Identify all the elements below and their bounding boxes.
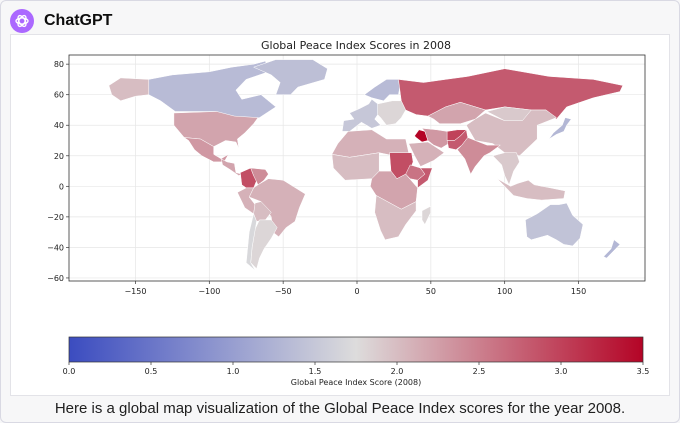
assistant-message-text: Here is a global map visualization of th… xyxy=(54,400,626,417)
region-central-america: Central America: 2.2 xyxy=(220,158,243,176)
message-header: ChatGPT xyxy=(10,8,112,34)
region-central-africa: Central Africa: 2.2 xyxy=(370,170,418,210)
region-chile: Chile: 1.7 xyxy=(245,212,257,271)
region-western-europe: Western Europe: 1.5 xyxy=(341,98,382,132)
region-alaska: Alaska: 2 xyxy=(108,77,150,102)
colorbar-tick-label: 3.0 xyxy=(555,367,568,376)
x-tick-label: 50 xyxy=(426,287,436,296)
region-southern-africa: Southern Africa: 2 xyxy=(374,195,417,241)
region-japan: Japan: 1.3 xyxy=(548,117,572,140)
x-tick-label: −50 xyxy=(275,287,292,296)
colorbar-tick-label: 2.0 xyxy=(391,367,404,376)
region-greenland: Greenland: 1.4 xyxy=(252,59,328,95)
y-tick-label: 0 xyxy=(59,182,64,191)
chart-title: Global Peace Index Scores in 2008 xyxy=(261,39,451,52)
region-venezuela: Venezuela: 2.4 xyxy=(250,167,269,186)
region-peru: Peru: 2.1 xyxy=(237,187,256,215)
axis-ticks: −150 −100 −50 0 50 100 150 80 60 40 20 0 −20 −40 −60 xyxy=(47,60,586,296)
region-australia: Australia: 1.45 xyxy=(525,202,584,247)
x-tick-label: 150 xyxy=(571,287,586,296)
y-tick-label: 80 xyxy=(54,60,64,69)
region-united-states: United States: 2.2 xyxy=(173,111,259,149)
colorbar-tick-label: 1.0 xyxy=(227,367,240,376)
colorbar-tick-label: 1.5 xyxy=(309,367,322,376)
region-madagascar: Madagascar: 1.8 xyxy=(421,205,432,226)
colorbar-tick-label: 0.5 xyxy=(145,367,158,376)
openai-logo-icon xyxy=(10,9,34,33)
x-tick-label: 0 xyxy=(354,287,359,296)
region-mongolia: Mongolia: 1.9 xyxy=(486,106,532,121)
y-tick-label: 60 xyxy=(54,91,64,100)
region-west-africa: West Africa: 2 xyxy=(331,152,380,181)
y-tick-label: 20 xyxy=(54,152,64,161)
map-regions: Alaska: 2Canada: 1.35Greenland: 1.4 Unite… xyxy=(108,59,624,271)
region-india: India: 2.4 xyxy=(457,137,502,175)
colorbar-label: Global Peace Index Score (2008) xyxy=(291,378,421,387)
app-title: ChatGPT xyxy=(44,12,113,29)
x-tick-label: 100 xyxy=(497,287,512,296)
choropleth-chart: Global Peace Index Scores in 2008 Alaska… xyxy=(47,39,650,387)
colorbar-tick-label: 3.5 xyxy=(637,367,650,376)
colorbar xyxy=(68,336,644,363)
colorbar-ticks: 0.0 0.5 1.0 1.5 2.0 2.5 3.0 3.5 xyxy=(63,362,650,376)
region-mexico: Mexico: 2.3 xyxy=(183,137,229,163)
region-southeast-asia: Southeast Asia: 1.9 xyxy=(492,152,520,186)
x-tick-label: −150 xyxy=(124,287,146,296)
region-canada: Canada: 1.35 xyxy=(148,60,277,123)
y-tick-label: −60 xyxy=(47,274,64,283)
y-tick-label: 40 xyxy=(54,121,64,130)
region-eastern-europe: Eastern Europe: 1.8 xyxy=(377,100,406,126)
region-indonesia: Indonesia: 2 xyxy=(497,178,566,201)
y-tick-label: −40 xyxy=(47,243,64,252)
colorbar-tick-label: 0.0 xyxy=(63,367,76,376)
region-saudi-arabia: Saudi Arabia: 2.1 xyxy=(408,141,445,167)
region-new-zealand: New Zealand: 1.3 xyxy=(603,239,621,259)
region-iran: Iran: 2.3 xyxy=(421,127,449,149)
region-scandinavia: Scandinavia: 1.35 xyxy=(363,79,402,102)
chart-image: Global Peace Index Scores in 2008 Alaska… xyxy=(10,34,670,396)
y-tick-label: −20 xyxy=(47,213,64,222)
x-tick-label: −100 xyxy=(198,287,220,296)
colorbar-tick-label: 2.5 xyxy=(473,367,486,376)
